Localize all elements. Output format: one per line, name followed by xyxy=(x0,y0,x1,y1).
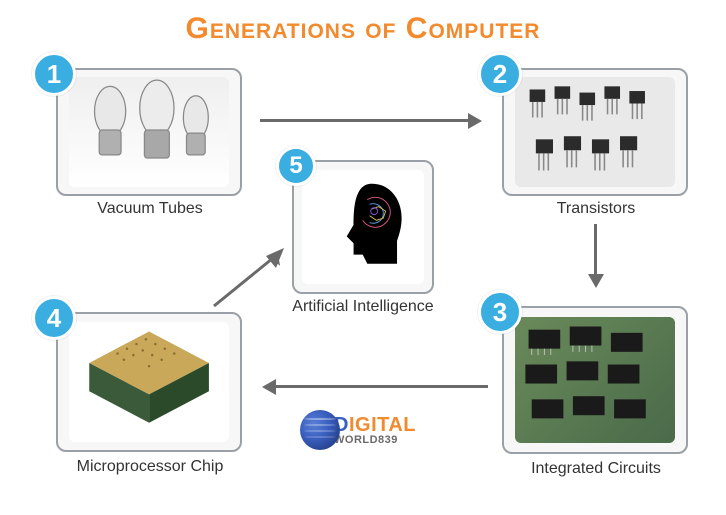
logo-globe-icon xyxy=(300,410,340,450)
badge-4: 4 xyxy=(32,296,76,340)
badge-1: 1 xyxy=(32,52,76,96)
arrow-1-to-2-head xyxy=(468,113,482,129)
arrow-2-to-3-head xyxy=(588,274,604,288)
logo-rest: IGITAL xyxy=(349,414,416,436)
brand-logo: DIGITAL WORLD839 xyxy=(300,410,416,450)
badge-3: 3 xyxy=(478,290,522,334)
badge-4-num: 4 xyxy=(47,303,61,334)
card-integrated-circuits xyxy=(502,306,688,454)
badge-5: 5 xyxy=(276,146,316,186)
arrow-3-to-4-head xyxy=(262,379,276,395)
ai-head-illustration xyxy=(302,170,423,284)
logo-bottom-text: WORLD839 xyxy=(334,435,416,446)
label-integrated-circuits: Integrated Circuits xyxy=(496,460,696,478)
arrow-4-to-5 xyxy=(208,240,294,312)
card-transistors xyxy=(502,68,688,196)
badge-3-num: 3 xyxy=(493,297,507,328)
transistors-illustration xyxy=(515,77,675,186)
card-vacuum-tubes xyxy=(56,68,242,196)
badge-1-num: 1 xyxy=(47,59,61,90)
label-vacuum-tubes: Vacuum Tubes xyxy=(50,200,250,218)
vacuum-tubes-illustration xyxy=(69,77,229,186)
badge-2-num: 2 xyxy=(493,59,507,90)
badge-2: 2 xyxy=(478,52,522,96)
logo-text: DIGITAL WORLD839 xyxy=(334,415,416,446)
microprocessor-illustration xyxy=(69,322,229,442)
arrow-3-to-4 xyxy=(276,385,488,388)
badge-5-num: 5 xyxy=(289,152,302,180)
card-ai xyxy=(292,160,434,294)
label-microprocessor: Microprocessor Chip xyxy=(50,458,250,476)
arrow-1-to-2 xyxy=(260,119,468,122)
title-text: Generations of Computer xyxy=(186,12,541,45)
integrated-circuits-illustration xyxy=(515,317,675,444)
logo-top-text: DIGITAL xyxy=(334,415,416,435)
label-transistors: Transistors xyxy=(496,200,696,218)
page-title: Generations of Computer xyxy=(0,12,726,46)
arrow-2-to-3 xyxy=(594,224,597,274)
card-microprocessor xyxy=(56,312,242,452)
